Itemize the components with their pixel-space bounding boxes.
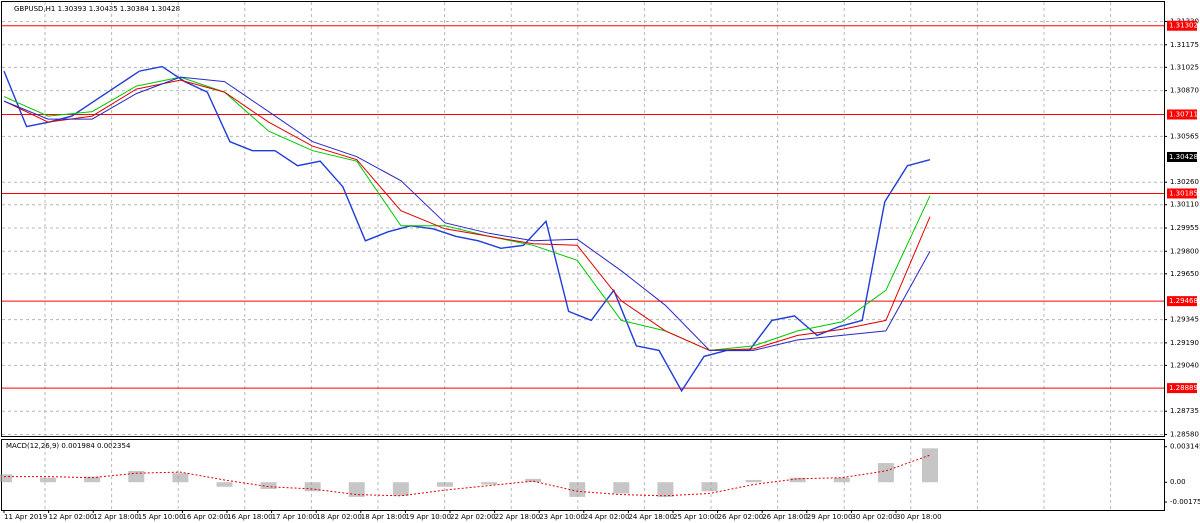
macd-bar [172, 473, 189, 483]
macd-title: MACD(12,26,9) 0.001984 0.002354 [6, 442, 131, 450]
x-tick-label: 24 Apr 02:00 [584, 513, 630, 521]
x-tick-label: 17 Apr 10:00 [272, 513, 318, 521]
macd-bar [436, 482, 453, 487]
level-label-bg [1167, 109, 1197, 120]
macd-bar [922, 448, 938, 483]
macd-tick-label: 0.003145 [1170, 443, 1200, 451]
x-tick-label: 22 Apr 18:00 [495, 513, 541, 521]
y-tick-label: 1.28735 [1170, 407, 1199, 415]
price-line [3, 65, 931, 393]
macd-signal [4, 454, 931, 497]
x-tick-label: 18 Apr 02:00 [316, 513, 362, 521]
moving-average [3, 79, 931, 351]
y-tick-label: 1.29345 [1170, 316, 1199, 324]
x-tick-label: 18 Apr 18:00 [361, 513, 407, 521]
moving-average [3, 76, 931, 351]
x-tick-label: 16 Apr 18:00 [227, 513, 273, 521]
x-tick-label: 12 Apr 18:00 [93, 513, 139, 521]
macd-bar [392, 482, 409, 496]
level-label-bg [1167, 296, 1197, 307]
y-tick-label: 1.29955 [1170, 224, 1199, 232]
level-label: 1.30185 [1169, 189, 1198, 197]
macd-bar [657, 482, 674, 497]
current-price-label: 1.30428 [1169, 153, 1198, 161]
macd-bar [877, 463, 894, 483]
y-tick-label: 1.30565 [1170, 132, 1199, 140]
y-tick-label: 1.29190 [1170, 339, 1199, 347]
y-tick-label: 1.30870 [1170, 87, 1199, 95]
macd-bar [0, 474, 12, 483]
macd-bar [701, 482, 718, 492]
y-tick-label: 1.30110 [1170, 201, 1199, 209]
level-label: 1.30711 [1169, 110, 1198, 118]
level-label-bg [1167, 188, 1197, 199]
main-panel [1, 1, 1165, 437]
x-tick-label: 12 Apr 02:00 [49, 513, 95, 521]
macd-bar [613, 482, 630, 494]
level-label: 1.28889 [1169, 384, 1198, 392]
macd-bar [481, 482, 498, 485]
y-tick-label: 1.31175 [1170, 41, 1199, 49]
x-tick-label: 30 Apr 02:00 [851, 513, 897, 521]
macd-bar [40, 477, 57, 483]
x-tick-label: 26 Apr 02:00 [718, 513, 764, 521]
moving-average [3, 76, 931, 351]
y-tick-label: 1.28580 [1170, 430, 1199, 438]
macd-tick-label: -0.001754 [1170, 498, 1200, 506]
x-tick-label: 19 Apr 10:00 [405, 513, 451, 521]
y-tick-label: 1.29040 [1170, 361, 1199, 369]
macd-tick-label: 0.00 [1170, 478, 1186, 486]
y-tick-label: 1.30260 [1170, 178, 1199, 186]
level-label-bg [1167, 20, 1197, 31]
x-tick-label: 16 Apr 02:00 [182, 513, 228, 521]
chart-title: GBPUSD,H1 1.30393 1.30435 1.30384 1.3042… [14, 5, 180, 13]
y-tick-label: 1.29650 [1170, 270, 1199, 278]
y-tick-label: 1.29800 [1170, 247, 1199, 255]
x-tick-label: 11 Apr 2019 [4, 513, 47, 521]
x-tick-label: 26 Apr 18:00 [762, 513, 808, 521]
level-label: 1.31302 [1169, 22, 1198, 30]
current-price-bg [1167, 151, 1197, 162]
x-tick-label: 15 Apr 10:00 [138, 513, 184, 521]
x-tick-label: 23 Apr 10:00 [539, 513, 585, 521]
macd-bar [833, 477, 850, 483]
y-tick-label: 1.31025 [1170, 63, 1199, 71]
macd-bar [84, 476, 101, 483]
macd-bar [525, 478, 542, 483]
x-tick-label: 25 Apr 10:00 [673, 513, 719, 521]
level-label-bg [1167, 383, 1197, 394]
x-tick-label: 24 Apr 18:00 [628, 513, 674, 521]
level-label: 1.29468 [1169, 297, 1198, 305]
macd-bar [304, 482, 321, 492]
macd-bar [745, 479, 762, 483]
x-tick-label: 30 Apr 18:00 [896, 513, 942, 521]
macd-bar [128, 470, 145, 483]
macd-bar [789, 477, 806, 483]
macd-bar [348, 482, 365, 497]
macd-bar [569, 482, 586, 497]
macd-bar [260, 482, 277, 489]
macd-bar [216, 482, 233, 487]
x-tick-label: 22 Apr 02:00 [450, 513, 496, 521]
x-tick-label: 29 Apr 10:00 [807, 513, 853, 521]
